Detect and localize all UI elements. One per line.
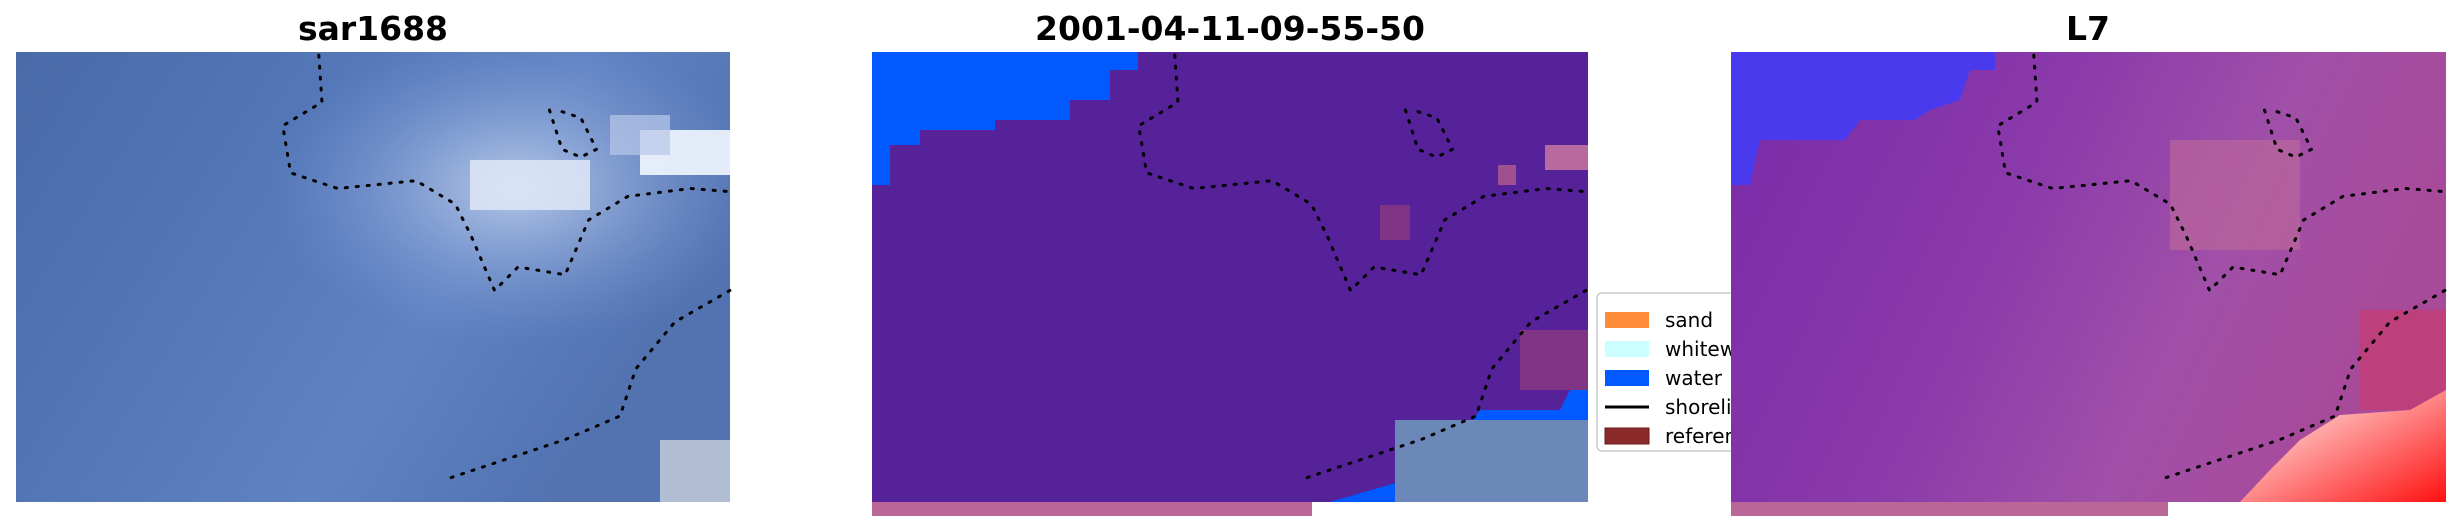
shoreline-dots [2262, 108, 2314, 159]
shoreline-dots [281, 53, 732, 294]
legend-label-whitewater: whitewater [1665, 337, 1777, 361]
legend-swatch-water [1605, 370, 1649, 386]
legend: sand whitewater water shoreline reference [1596, 292, 1777, 452]
bottom-band [1731, 502, 2168, 516]
bottom-band [872, 502, 1312, 516]
shoreline-dots [1996, 53, 2447, 294]
legend-swatch-whitewater [1605, 341, 1649, 357]
classification-panel [872, 52, 1588, 516]
legend-label-water: water [1665, 366, 1723, 390]
shoreline [281, 53, 732, 481]
shoreline [1137, 53, 1588, 481]
legend-label-shoreline: shoreline [1665, 395, 1757, 419]
legend-label-reference: reference [1665, 424, 1761, 448]
sar-image-panel [16, 52, 732, 502]
shoreline-dots [1137, 53, 1588, 294]
legend-swatch-reference [1604, 427, 1650, 445]
panel-title-l7: L7 [2066, 9, 2110, 48]
panel-title-sar: sar1688 [298, 9, 448, 48]
legend-label-sand: sand [1665, 308, 1713, 332]
legend-swatch-sand [1605, 312, 1649, 328]
panel-title-date: 2001-04-11-09-55-50 [1035, 9, 1425, 48]
shoreline-dots [547, 108, 599, 159]
shoreline-dots [1403, 108, 1455, 159]
shoreline [1996, 53, 2447, 481]
l7-image-panel [1731, 52, 2447, 516]
